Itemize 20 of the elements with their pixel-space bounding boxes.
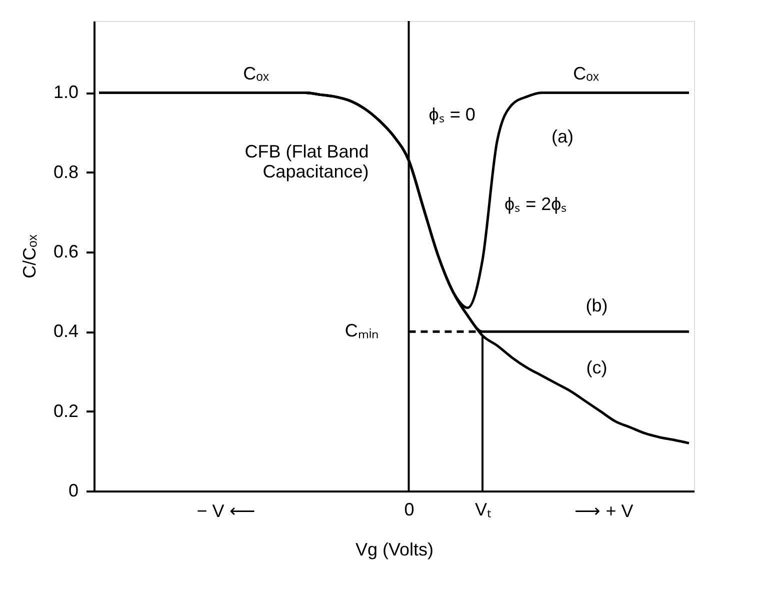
y-tick-label: 0.6 bbox=[53, 242, 78, 262]
y-tick-label: 0.8 bbox=[53, 162, 78, 182]
annotation: ϕₛ = 0 bbox=[428, 104, 476, 124]
annotation: Cₒₓ bbox=[573, 64, 599, 84]
x-tick-label: Vₜ bbox=[474, 500, 492, 520]
series-label: (c) bbox=[586, 357, 608, 378]
series-label: (b) bbox=[586, 296, 608, 316]
text: ⟶ + V bbox=[574, 501, 634, 521]
y-tick-label: 0.2 bbox=[53, 400, 78, 421]
annotation: Cₘᵢₙ bbox=[344, 320, 379, 341]
y-tick-label: 0 bbox=[68, 480, 78, 500]
text: − V ⟵ bbox=[196, 501, 256, 521]
annotation: Cₒₓ bbox=[243, 64, 269, 84]
annotation: ϕₛ = 2ϕₛ bbox=[504, 194, 568, 214]
annotation: CFB (Flat Band Capacitance) bbox=[244, 141, 369, 182]
y-tick-label: 0.4 bbox=[53, 321, 78, 342]
y-tick-label: 1.0 bbox=[53, 82, 78, 102]
x-axis-title: Vg (Volts) bbox=[355, 540, 434, 560]
series-label: (a) bbox=[552, 126, 574, 147]
y-axis-title: C/Cₒₓ bbox=[19, 234, 40, 278]
